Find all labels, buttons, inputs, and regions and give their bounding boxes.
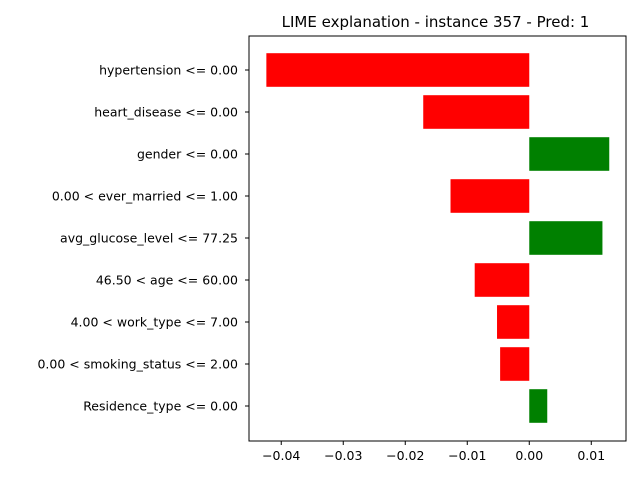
y-tick-label: 0.00 < smoking_status <= 2.00 <box>37 357 238 372</box>
chart-title: LIME explanation - instance 357 - Pred: … <box>282 13 590 31</box>
y-tick-label: 0.00 < ever_married <= 1.00 <box>52 189 238 204</box>
y-tick-label: Residence_type <= 0.00 <box>83 399 238 414</box>
y-tick-label: heart_disease <= 0.00 <box>94 105 238 120</box>
bar-hypertension-0-00 <box>266 53 530 87</box>
bar-avg-glucose-level-77-25 <box>529 221 603 255</box>
x-tick-label: −0.04 <box>262 448 300 463</box>
plot-frame <box>248 35 627 442</box>
bar-residence-type-0-00 <box>529 389 548 423</box>
x-tick-label: −0.03 <box>324 448 362 463</box>
bar-heart-disease-0-00 <box>423 95 530 129</box>
x-tick-label: 0.00 <box>515 448 543 463</box>
y-tick-label: avg_glucose_level <= 77.25 <box>60 231 238 246</box>
y-tick-label: 46.50 < age <= 60.00 <box>96 273 238 288</box>
bar-0-00-ever-married-1-00 <box>450 179 530 213</box>
x-tick-label: −0.01 <box>448 448 486 463</box>
bar-4-00-work-type-7-00 <box>497 305 530 339</box>
y-tick-label: hypertension <= 0.00 <box>99 63 238 78</box>
bar-gender-0-00 <box>529 137 610 171</box>
y-tick-label: gender <= 0.00 <box>137 147 238 162</box>
bar-0-00-smoking-status-2-00 <box>500 347 530 381</box>
x-axis-ticks: −0.04 −0.03 −0.02 −0.01 0.00 0.01 <box>262 441 605 463</box>
bars-group <box>266 53 610 423</box>
x-tick-label: −0.02 <box>386 448 424 463</box>
x-tick-label: 0.01 <box>577 448 605 463</box>
y-axis-ticks: hypertension <= 0.00 heart_disease <= 0.0… <box>37 63 249 414</box>
y-tick-label: 4.00 < work_type <= 7.00 <box>71 315 238 330</box>
bar-46-50-age-60-00 <box>474 263 530 297</box>
